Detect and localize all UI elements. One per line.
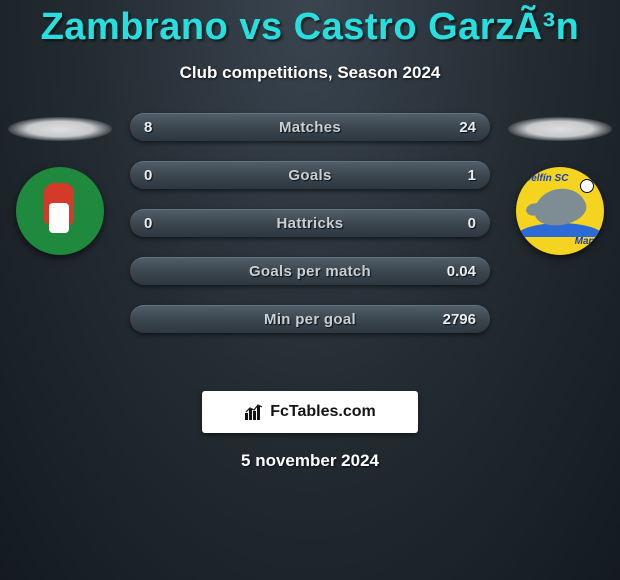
stat-value-left: 0 [144, 167, 188, 184]
stat-value-right: 0 [432, 215, 476, 232]
footer-date: 5 november 2024 [0, 451, 620, 471]
attribution-badge[interactable]: FcTables.com [202, 391, 418, 433]
attribution-text: FcTables.com [270, 403, 376, 421]
page-title: Zambrano vs Castro GarzÃ³n [0, 0, 620, 49]
stat-label: Matches [279, 119, 341, 136]
stat-value-right: 0.04 [432, 263, 476, 280]
stat-label: Goals per match [249, 263, 371, 280]
ball-icon [580, 179, 594, 193]
stat-row: 8 Matches 24 [130, 113, 490, 141]
stat-row: Min per goal 2796 [130, 305, 490, 333]
team-crest-left [16, 167, 104, 255]
crest-label-top: Delfín SC [524, 173, 568, 184]
subtitle: Club competitions, Season 2024 [0, 63, 620, 83]
stat-row: 0 Hattricks 0 [130, 209, 490, 237]
stat-label: Min per goal [264, 311, 356, 328]
dolphin-icon [531, 185, 588, 229]
bar-chart-icon [244, 403, 264, 421]
stat-label: Hattricks [277, 215, 344, 232]
stat-label: Goals [288, 167, 331, 184]
stat-row: 0 Goals 1 [130, 161, 490, 189]
comparison-panel: Delfín SC Mant 8 Matches 24 0 Goals 1 0 … [0, 113, 620, 373]
stat-value-left: 8 [144, 119, 188, 136]
stats-list: 8 Matches 24 0 Goals 1 0 Hattricks 0 Goa… [130, 113, 490, 333]
stat-value-right: 1 [432, 167, 476, 184]
stat-value-right: 24 [432, 119, 476, 136]
stat-value-right: 2796 [432, 311, 476, 328]
stat-row: Goals per match 0.04 [130, 257, 490, 285]
left-team-column [0, 113, 120, 255]
team-crest-right: Delfín SC Mant [516, 167, 604, 255]
country-flag-placeholder-left [8, 117, 112, 141]
right-team-column: Delfín SC Mant [500, 113, 620, 255]
stat-value-left: 0 [144, 215, 188, 232]
country-flag-placeholder-right [508, 117, 612, 141]
crest-label-bottom: Mant [575, 236, 598, 247]
